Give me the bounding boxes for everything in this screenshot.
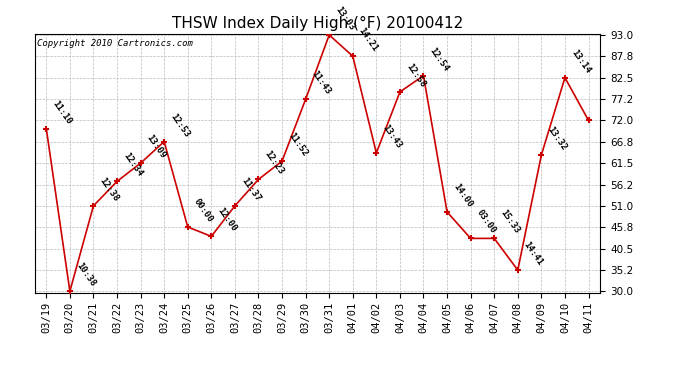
Text: 15:33: 15:33 [498, 209, 521, 236]
Text: 13:14: 13:14 [569, 48, 592, 75]
Text: 12:54: 12:54 [428, 46, 451, 73]
Text: 13:03: 13:03 [333, 5, 356, 32]
Text: 10:38: 10:38 [74, 261, 97, 288]
Text: 13:32: 13:32 [546, 125, 569, 152]
Text: 11:52: 11:52 [286, 131, 309, 158]
Text: 12:34: 12:34 [121, 152, 144, 178]
Text: 03:00: 03:00 [475, 209, 497, 236]
Text: 12:38: 12:38 [97, 176, 120, 203]
Text: 11:37: 11:37 [239, 176, 262, 203]
Text: 11:43: 11:43 [310, 69, 333, 96]
Title: THSW Index Daily High (°F) 20100412: THSW Index Daily High (°F) 20100412 [172, 16, 463, 31]
Text: 12:53: 12:53 [168, 112, 191, 139]
Text: 13:09: 13:09 [145, 133, 168, 160]
Text: 14:00: 14:00 [451, 182, 474, 209]
Text: Copyright 2010 Cartronics.com: Copyright 2010 Cartronics.com [37, 39, 193, 48]
Text: 12:58: 12:58 [404, 62, 427, 89]
Text: 00:00: 00:00 [192, 197, 215, 224]
Text: 12:00: 12:00 [215, 206, 238, 234]
Text: 14:41: 14:41 [522, 240, 544, 267]
Text: 11:10: 11:10 [50, 99, 73, 126]
Text: 14:21: 14:21 [357, 26, 380, 53]
Text: 12:23: 12:23 [263, 150, 286, 177]
Text: 13:43: 13:43 [380, 123, 403, 150]
